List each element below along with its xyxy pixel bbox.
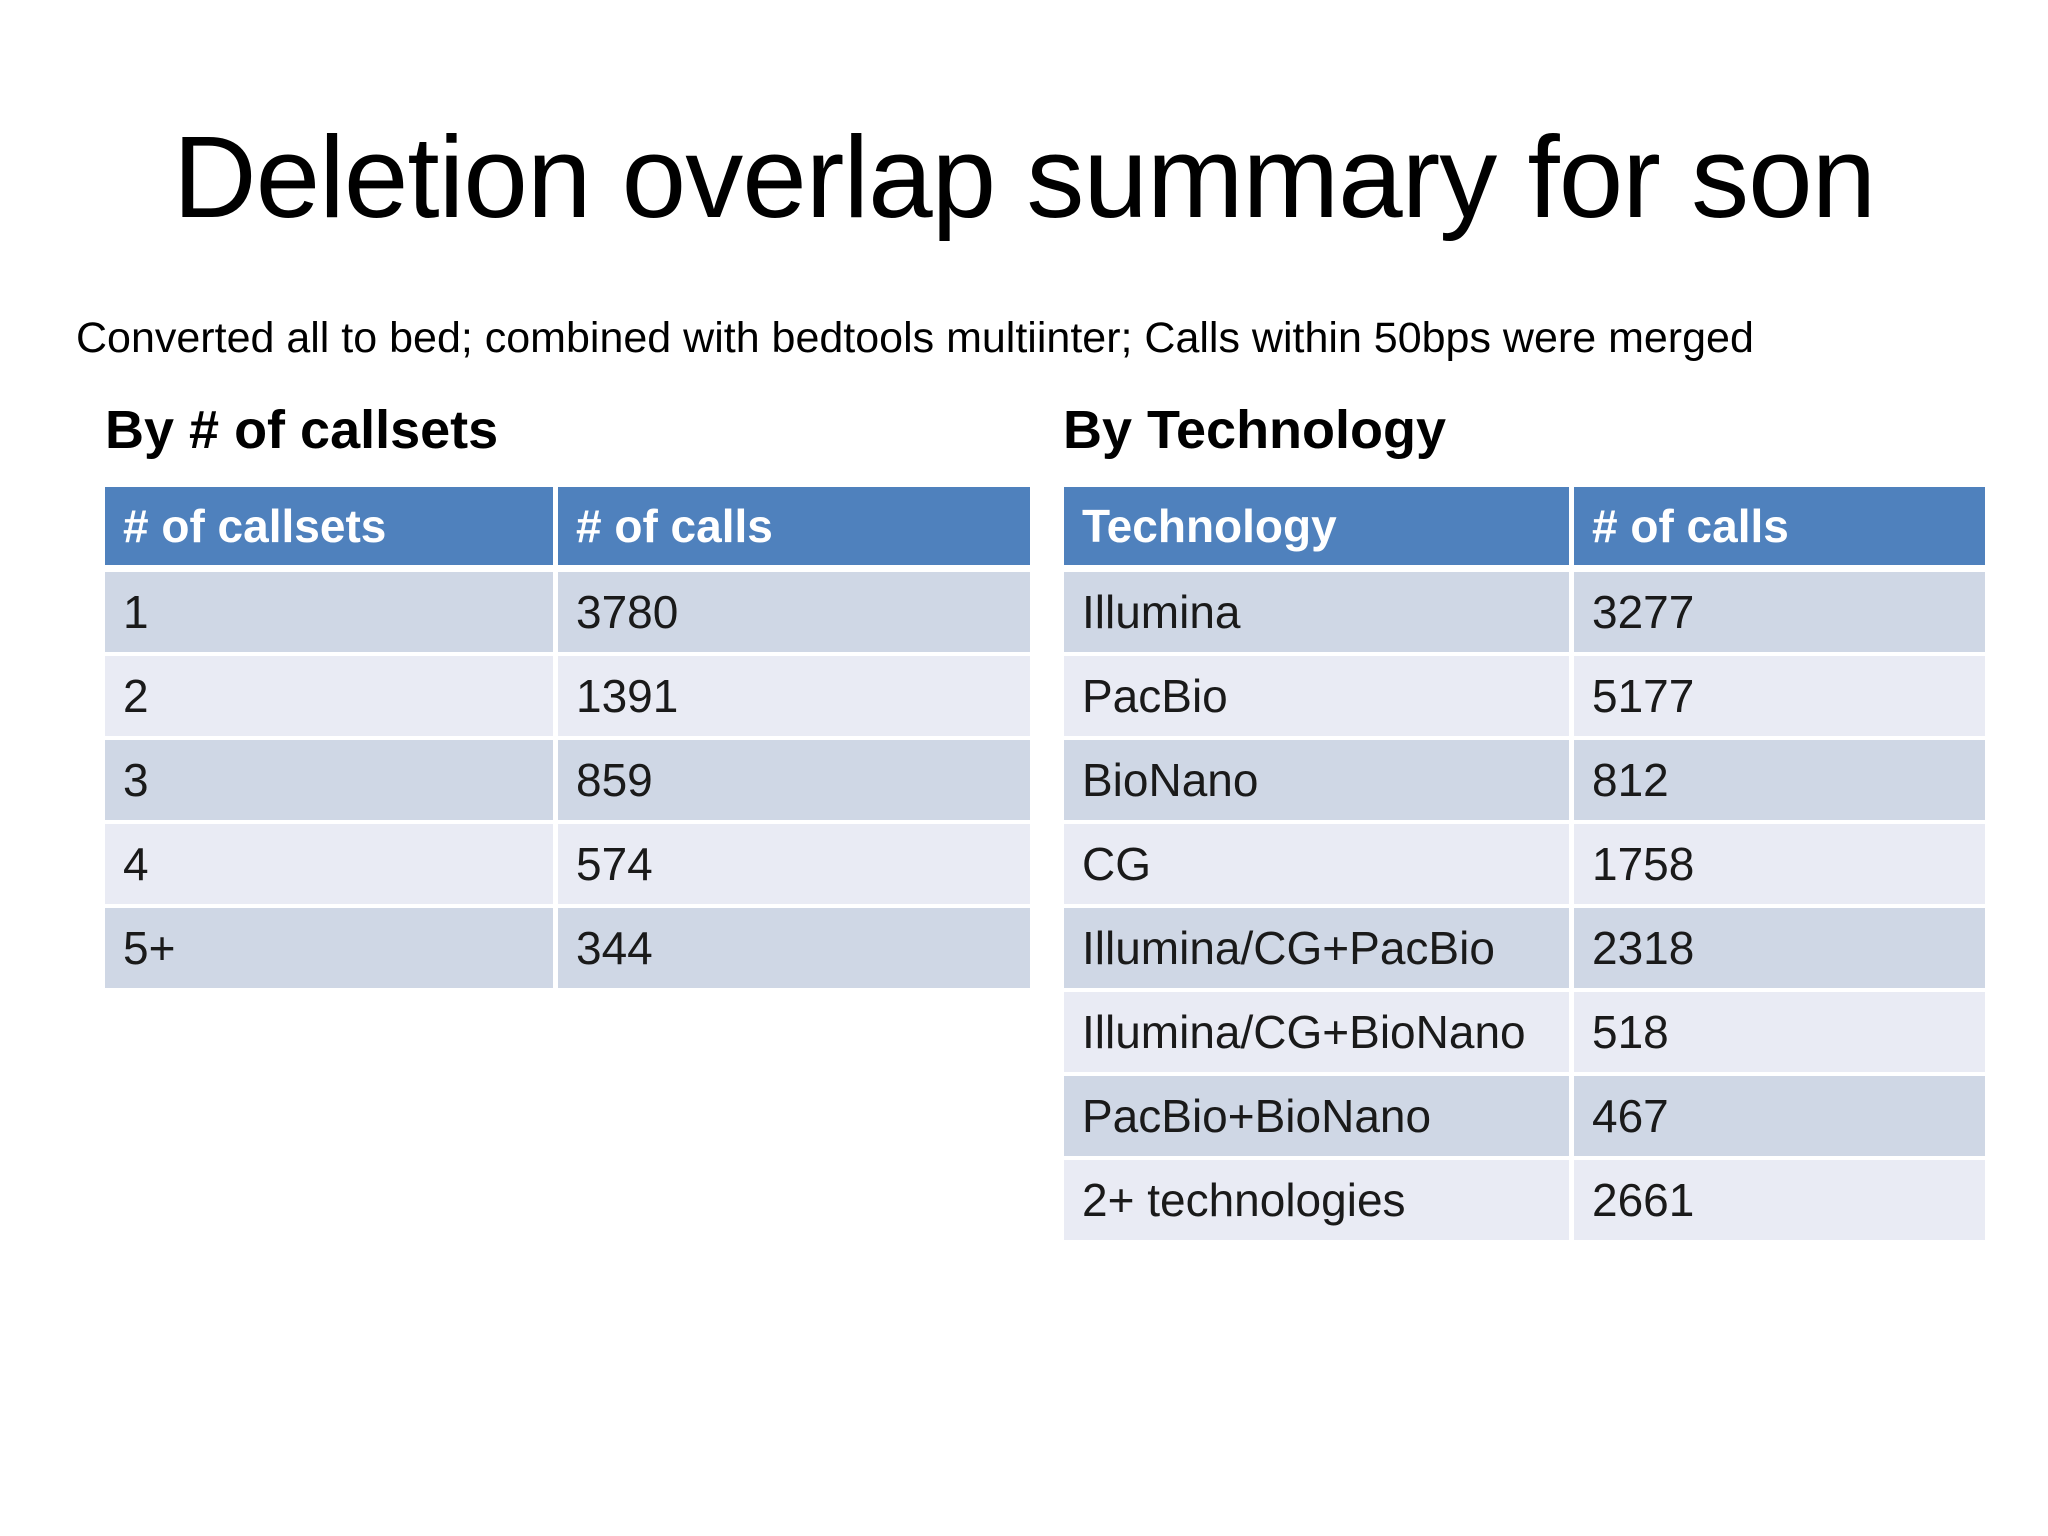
- callsets-table: # of callsets # of calls 1 3780 2 1391 3…: [105, 487, 1030, 992]
- table-row: 5+ 344: [105, 908, 1030, 988]
- table-cell: 3277: [1574, 572, 1985, 652]
- technology-section-heading: By Technology: [1063, 400, 1447, 460]
- table-cell: 467: [1574, 1076, 1985, 1156]
- table-cell: 2: [105, 656, 553, 736]
- table-row: 4 574: [105, 824, 1030, 904]
- slide-subtitle: Converted all to bed; combined with bedt…: [76, 314, 1754, 362]
- table-cell: 3780: [558, 572, 1030, 652]
- table-cell: 1391: [558, 656, 1030, 736]
- table-cell: PacBio+BioNano: [1064, 1076, 1569, 1156]
- table-row: Illumina/CG+BioNano 518: [1064, 992, 1985, 1072]
- column-header: Technology: [1064, 487, 1569, 565]
- table-cell: BioNano: [1064, 740, 1569, 820]
- table-row: PacBio+BioNano 467: [1064, 1076, 1985, 1156]
- table-cell: Illumina/CG+BioNano: [1064, 992, 1569, 1072]
- table-cell: PacBio: [1064, 656, 1569, 736]
- table-body: 1 3780 2 1391 3 859 4 574 5+ 344: [105, 572, 1030, 988]
- table-cell: 344: [558, 908, 1030, 988]
- table-cell: 1758: [1574, 824, 1985, 904]
- table-row: 1 3780: [105, 572, 1030, 652]
- technology-table: Technology # of calls Illumina 3277 PacB…: [1064, 487, 1985, 1244]
- table-cell: 518: [1574, 992, 1985, 1072]
- callsets-section-heading: By # of callsets: [105, 400, 499, 460]
- table-header-row: # of callsets # of calls: [105, 487, 1030, 565]
- table-cell: 3: [105, 740, 553, 820]
- table-cell: 2661: [1574, 1160, 1985, 1240]
- slide-title: Deletion overlap summary for son: [172, 112, 1876, 242]
- table-cell: CG: [1064, 824, 1569, 904]
- table-cell: 5+: [105, 908, 553, 988]
- table-row: PacBio 5177: [1064, 656, 1985, 736]
- table-cell: 574: [558, 824, 1030, 904]
- table-cell: 2+ technologies: [1064, 1160, 1569, 1240]
- column-header: # of calls: [1574, 487, 1985, 565]
- table-cell: 2318: [1574, 908, 1985, 988]
- table-cell: Illumina: [1064, 572, 1569, 652]
- table-body: Illumina 3277 PacBio 5177 BioNano 812 CG…: [1064, 572, 1985, 1240]
- table-cell: 859: [558, 740, 1030, 820]
- table-cell: 4: [105, 824, 553, 904]
- table-cell: 812: [1574, 740, 1985, 820]
- column-header: # of calls: [558, 487, 1030, 565]
- table-row: Illumina 3277: [1064, 572, 1985, 652]
- table-cell: Illumina/CG+PacBio: [1064, 908, 1569, 988]
- table-row: BioNano 812: [1064, 740, 1985, 820]
- column-header: # of callsets: [105, 487, 553, 565]
- table-row: 2 1391: [105, 656, 1030, 736]
- table-cell: 5177: [1574, 656, 1985, 736]
- table-cell: 1: [105, 572, 553, 652]
- table-row: Illumina/CG+PacBio 2318: [1064, 908, 1985, 988]
- table-row: 3 859: [105, 740, 1030, 820]
- table-row: CG 1758: [1064, 824, 1985, 904]
- table-row: 2+ technologies 2661: [1064, 1160, 1985, 1240]
- table-header-row: Technology # of calls: [1064, 487, 1985, 565]
